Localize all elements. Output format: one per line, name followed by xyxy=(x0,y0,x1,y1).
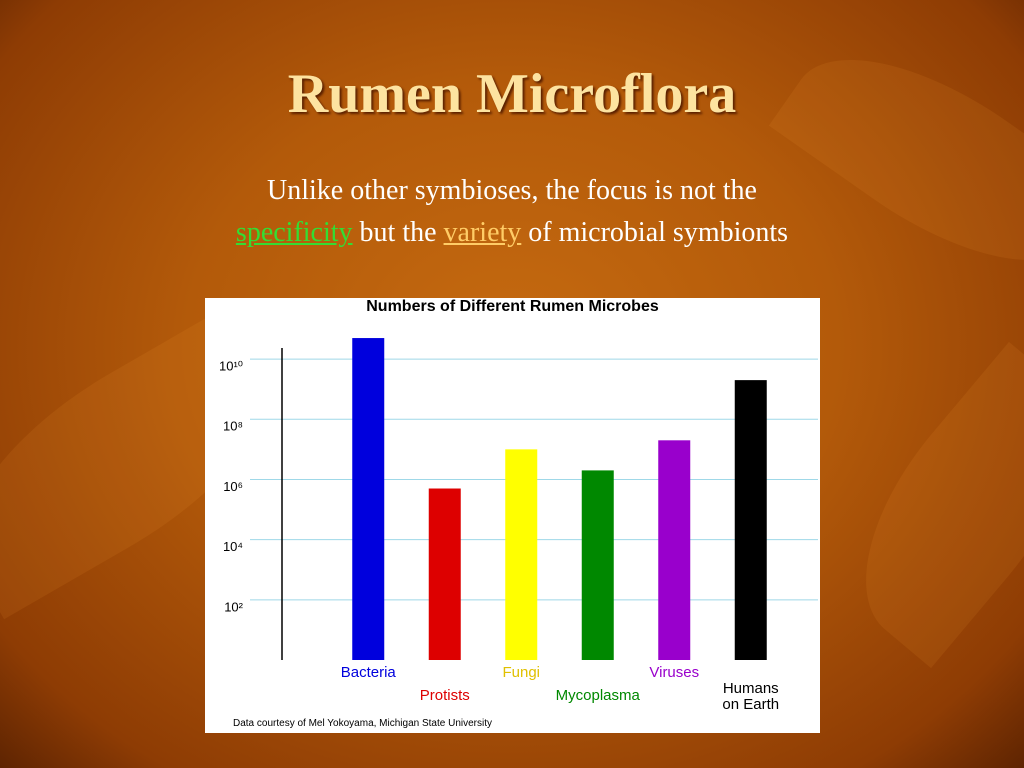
x-tick-label: Protists xyxy=(419,687,470,704)
chart: 10² 10⁴ 10⁶ 10⁸ 10¹⁰ Numbers of Different Ru… xyxy=(205,298,820,733)
x-tick-label: Mycoplasma xyxy=(555,687,640,704)
y-tick-label: 10⁴ xyxy=(223,539,243,554)
subtitle-text: of microbial symbionts xyxy=(528,217,789,248)
slide-subtitle: Unlike other symbioses, the focus is not… xyxy=(0,170,1024,254)
y-tick-label: 10² xyxy=(224,599,243,614)
subtitle-link: specificity xyxy=(235,217,353,248)
chart-note: Data courtesy of Mel Yokoyama, Michigan … xyxy=(233,718,493,729)
bar xyxy=(658,440,691,660)
y-tick-label: 10⁶ xyxy=(223,479,243,494)
x-tick-label: Humans on Earth xyxy=(722,680,780,713)
bar xyxy=(352,338,385,660)
bar xyxy=(581,470,614,660)
bar xyxy=(505,449,538,660)
slide-title: Rumen Microflora xyxy=(287,63,737,125)
leaf-decor xyxy=(816,341,1024,669)
leaf-decor xyxy=(768,10,1024,310)
y-tick-label: 10¹⁰ xyxy=(219,359,243,374)
bar xyxy=(428,488,461,660)
x-tick-label: Fungi xyxy=(502,664,541,681)
x-tick-label: Bacteria xyxy=(340,664,396,681)
subtitle-link: variety xyxy=(443,217,522,248)
subtitle-text: Unlike other symbioses, the focus is not… xyxy=(267,175,757,206)
chart-title: Numbers of Different Rumen Microbes xyxy=(366,298,659,315)
subtitle-text: but the xyxy=(359,217,437,248)
y-tick-label: 10⁸ xyxy=(223,419,243,434)
bar xyxy=(734,380,767,660)
chart-plot: 10² 10⁴ 10⁶ 10⁸ 10¹⁰ xyxy=(219,338,818,660)
x-tick-label: Viruses xyxy=(649,664,700,681)
